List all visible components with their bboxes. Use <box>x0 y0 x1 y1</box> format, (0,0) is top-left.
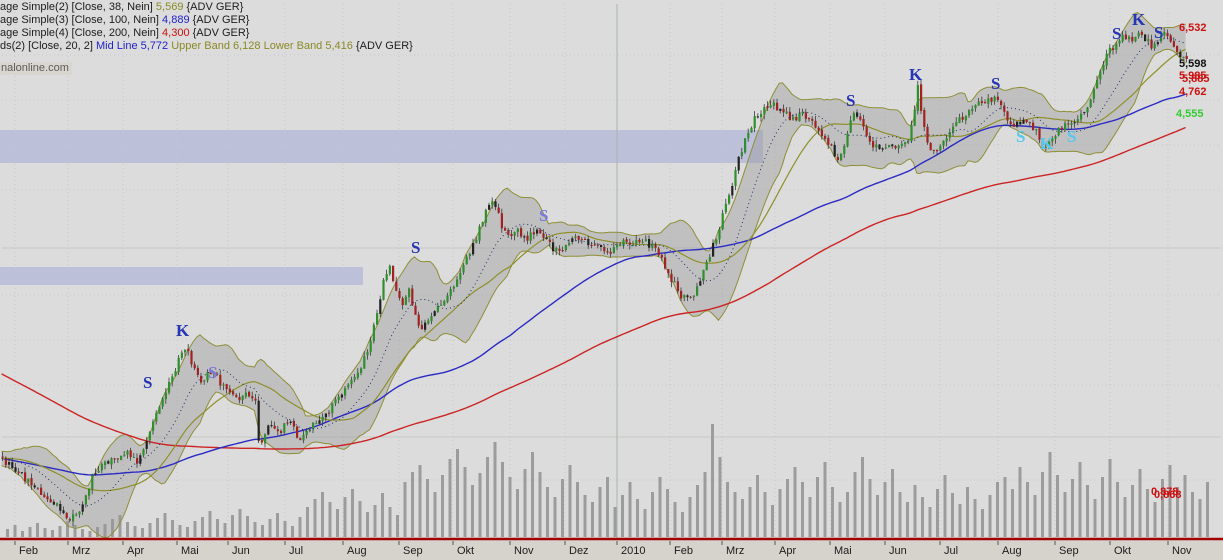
axis-month-label: Mrz <box>726 545 744 557</box>
axis-month-label: Dez <box>569 545 589 557</box>
axis-month-label: Nov <box>1172 545 1192 557</box>
ma200-line <box>1 126 1186 450</box>
axis-month-label: Mai <box>181 545 199 557</box>
bollinger-mid-line <box>1 37 1186 507</box>
axis-month-label: Sep <box>1059 545 1079 557</box>
axis-month-label: Feb <box>19 545 38 557</box>
pivot-k-marker: K <box>1040 134 1054 153</box>
x-axis: Feb Mrz Apr Mai Jun Jul Aug Sep Okt Nov Dez 2010 Feb… <box>0 537 1223 560</box>
pivot-s-marker: S <box>143 373 152 392</box>
candlestick-series <box>1 28 1188 527</box>
axis-month-label: Sep <box>403 545 423 557</box>
legend-row-1: age Simple(3) [Close, 100, Nein] 4,889 {… <box>0 14 250 26</box>
price-label: 0,878 <box>1151 486 1179 498</box>
watermark: nalonline.com <box>0 62 72 75</box>
pivot-k-marker: K <box>176 321 190 340</box>
axis-month-label: Okt <box>457 545 474 557</box>
axis-month-label: Nov <box>514 545 534 557</box>
price-label: 6,532 <box>1179 22 1207 34</box>
axis-month-label: Jun <box>889 545 907 557</box>
legend-row-0: age Simple(2) [Close, 38, Nein] 5,569 {A… <box>0 1 244 13</box>
price-label: 5,598 <box>1179 58 1207 70</box>
pivot-s-marker: S <box>411 238 420 257</box>
axis-month-label: Jul <box>289 545 303 557</box>
axis-month-label: Feb <box>674 545 693 557</box>
ma38-line <box>1 48 1186 492</box>
moving-averages <box>1 48 1186 492</box>
pivot-s-marker: S <box>1112 24 1121 43</box>
axis-month-label: Aug <box>347 545 367 557</box>
pivot-k-marker: K <box>1132 10 1146 29</box>
volume-bars <box>6 424 1209 537</box>
pivot-s-marker: S <box>1154 23 1163 42</box>
pivot-s-marker: S <box>991 74 1000 93</box>
pivot-s-marker: S <box>539 206 548 225</box>
axis-month-label: Aug <box>1002 545 1022 557</box>
axis-month-label: Apr <box>779 545 796 557</box>
ma100-line <box>1 93 1186 476</box>
price-label: 0,868 <box>1154 489 1182 501</box>
pivot-s-marker: S <box>1067 127 1076 146</box>
pivot-s-marker: S <box>1016 127 1025 146</box>
gap-zones <box>0 130 763 285</box>
axis-month-label: Mrz <box>72 545 90 557</box>
axis-month-label: Okt <box>1114 545 1131 557</box>
price-label: 5,885 <box>1182 73 1210 85</box>
legend-row-2: age Simple(4) [Close, 200, Nein] 4,300 {… <box>0 27 250 39</box>
legend-row-3: ds(2) [Close, 20, 2] Mid Line 5,772 Uppe… <box>0 40 413 52</box>
pivot-k-marker: K <box>909 65 923 84</box>
axis-month-label: Mai <box>834 545 852 557</box>
axis-month-label: 2010 <box>621 545 645 557</box>
axis-month-label: Jul <box>944 545 958 557</box>
pivot-s-marker: S <box>208 363 217 382</box>
price-label: 4,555 <box>1176 108 1204 120</box>
pivot-s-marker: S <box>846 91 855 110</box>
price-label: 4,762 <box>1179 86 1207 98</box>
price-label: 5,985 <box>1179 70 1207 82</box>
indicator-legend: age Simple(2) [Close, 38, Nein] 5,569 {A… <box>0 1 413 53</box>
gridlines <box>2 4 1221 538</box>
axis-month-label: Apr <box>127 545 144 557</box>
axis-month-label: Jun <box>232 545 250 557</box>
